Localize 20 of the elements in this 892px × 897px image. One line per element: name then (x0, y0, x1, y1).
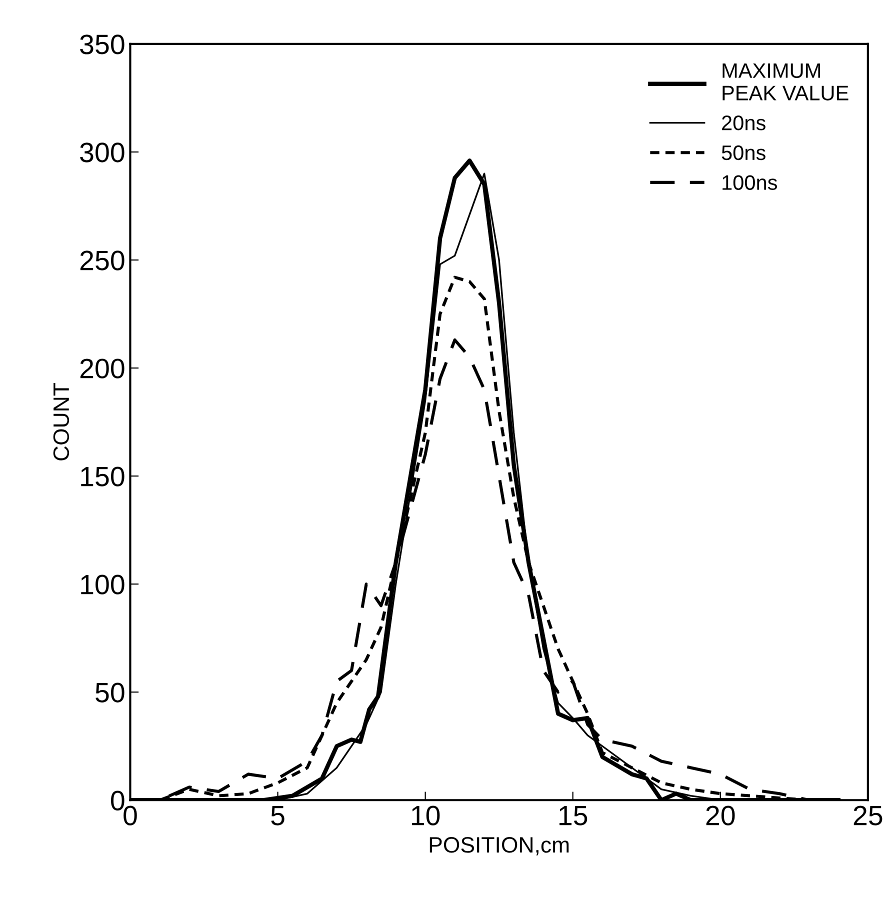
y-axis-title: COUNT (53, 383, 70, 460)
y-tick-label: 0 (111, 790, 124, 810)
y-tick-label: 150 (81, 466, 124, 486)
x-tick-label: 0 (124, 806, 137, 826)
x-tick-label: 20 (706, 806, 735, 826)
y-tick-label: 50 (96, 682, 124, 702)
x-tick-label: 5 (271, 806, 284, 826)
x-axis-title: POSITION,cm (430, 837, 569, 856)
legend-label: MAXIMUM PEAK VALUE (722, 63, 848, 100)
x-tick-label: 10 (412, 806, 440, 826)
legend-label: 50ns (722, 145, 766, 160)
y-tick-label: 350 (80, 34, 124, 54)
y-tick-label: 100 (81, 574, 124, 594)
legend-label: 100ns (722, 175, 778, 190)
x-tick-label: 25 (854, 806, 882, 826)
y-tick-label: 300 (80, 142, 124, 162)
y-tick-label: 200 (80, 358, 124, 378)
x-tick-label: 15 (560, 806, 588, 826)
y-tick-label: 250 (80, 250, 124, 270)
legend-label: 20ns (722, 116, 766, 130)
